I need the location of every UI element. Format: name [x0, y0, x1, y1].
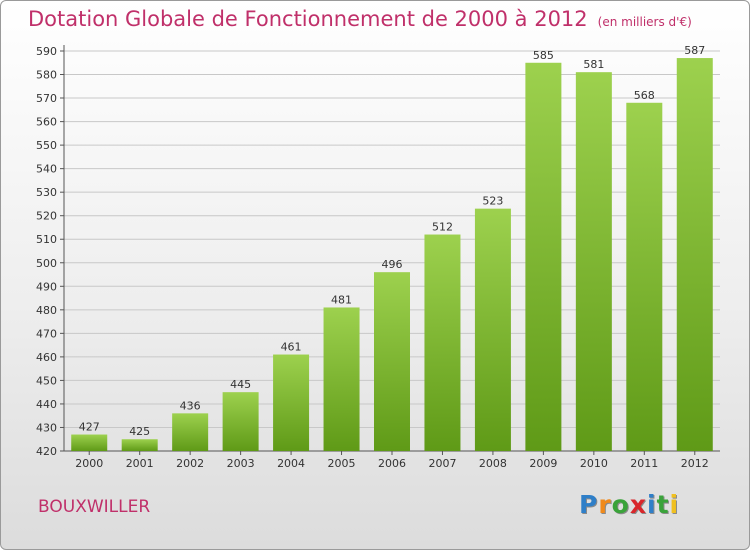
x-tick-label: 2010	[580, 457, 608, 470]
y-tick-label: 530	[36, 186, 57, 199]
bar-2001	[121, 439, 158, 451]
bar-value-label: 587	[684, 44, 705, 57]
y-tick-label: 540	[36, 163, 57, 176]
x-tick-label: 2011	[630, 457, 658, 470]
bar-2010	[575, 72, 612, 452]
bar-value-label: 512	[432, 221, 453, 234]
bar-2007	[424, 234, 461, 451]
commune-name: BOUXWILLER	[38, 497, 151, 517]
x-tick-label: 2003	[227, 457, 255, 470]
bar-value-label: 445	[230, 378, 251, 391]
logo-letter: t	[656, 490, 670, 519]
y-tick-label: 500	[36, 257, 57, 270]
logo-letter: i	[647, 490, 657, 519]
y-tick-label: 550	[36, 139, 57, 152]
bar-2003	[222, 392, 259, 451]
logo-letter: r	[598, 490, 612, 519]
bar-value-label: 523	[482, 195, 503, 208]
bar-2005	[323, 307, 360, 451]
x-tick-label: 2001	[126, 457, 154, 470]
y-tick-label: 480	[36, 304, 57, 317]
bar-value-label: 427	[79, 421, 100, 434]
bar-value-label: 436	[180, 399, 201, 412]
x-tick-label: 2002	[176, 457, 204, 470]
y-tick-label: 590	[36, 45, 57, 58]
y-tick-label: 520	[36, 210, 57, 223]
bar-2000	[71, 434, 108, 451]
bar-2002	[172, 413, 209, 451]
chart-title-text: Dotation Globale de Fonctionnement de 20…	[28, 7, 588, 31]
x-tick-label: 2007	[428, 457, 456, 470]
logo-letter: i	[669, 490, 680, 519]
y-tick-label: 570	[36, 92, 57, 105]
x-tick-label: 2000	[75, 457, 103, 470]
y-tick-label: 510	[36, 233, 57, 246]
bar-value-label: 581	[583, 58, 604, 71]
bar-2011	[626, 102, 663, 451]
x-tick-label: 2006	[378, 457, 406, 470]
unit-note: (en milliers d'€)	[597, 15, 692, 29]
y-tick-label: 470	[36, 327, 57, 340]
y-tick-label: 440	[36, 398, 57, 411]
bar-value-label: 496	[382, 258, 403, 271]
bar-value-label: 585	[533, 49, 554, 62]
bar-value-label: 481	[331, 293, 352, 306]
bar-2009	[525, 62, 562, 451]
x-tick-label: 2012	[681, 457, 709, 470]
y-tick-label: 490	[36, 280, 57, 293]
logo-letter: o	[611, 490, 630, 519]
bar-value-label: 425	[129, 425, 150, 438]
y-tick-label: 560	[36, 116, 57, 129]
y-tick-label: 450	[36, 374, 57, 387]
y-tick-label: 460	[36, 351, 57, 364]
bar-value-label: 568	[634, 89, 655, 102]
proxiti-logo: Proxiti	[579, 490, 679, 519]
bar-2006	[374, 272, 410, 451]
y-tick-label: 420	[36, 445, 57, 458]
x-tick-label: 2008	[479, 457, 507, 470]
logo-letter: x	[629, 490, 647, 519]
logo-letter: P	[579, 490, 599, 519]
bar-2008	[474, 208, 511, 451]
y-tick-label: 430	[36, 421, 57, 434]
bar-2004	[273, 354, 310, 451]
y-tick-label: 580	[36, 69, 57, 82]
x-tick-label: 2005	[328, 457, 356, 470]
bar-value-label: 461	[281, 341, 302, 354]
bar-2012	[676, 58, 713, 451]
x-tick-label: 2004	[277, 457, 305, 470]
x-tick-label: 2009	[529, 457, 557, 470]
chart-title: Dotation Globale de Fonctionnement de 20…	[28, 7, 692, 31]
